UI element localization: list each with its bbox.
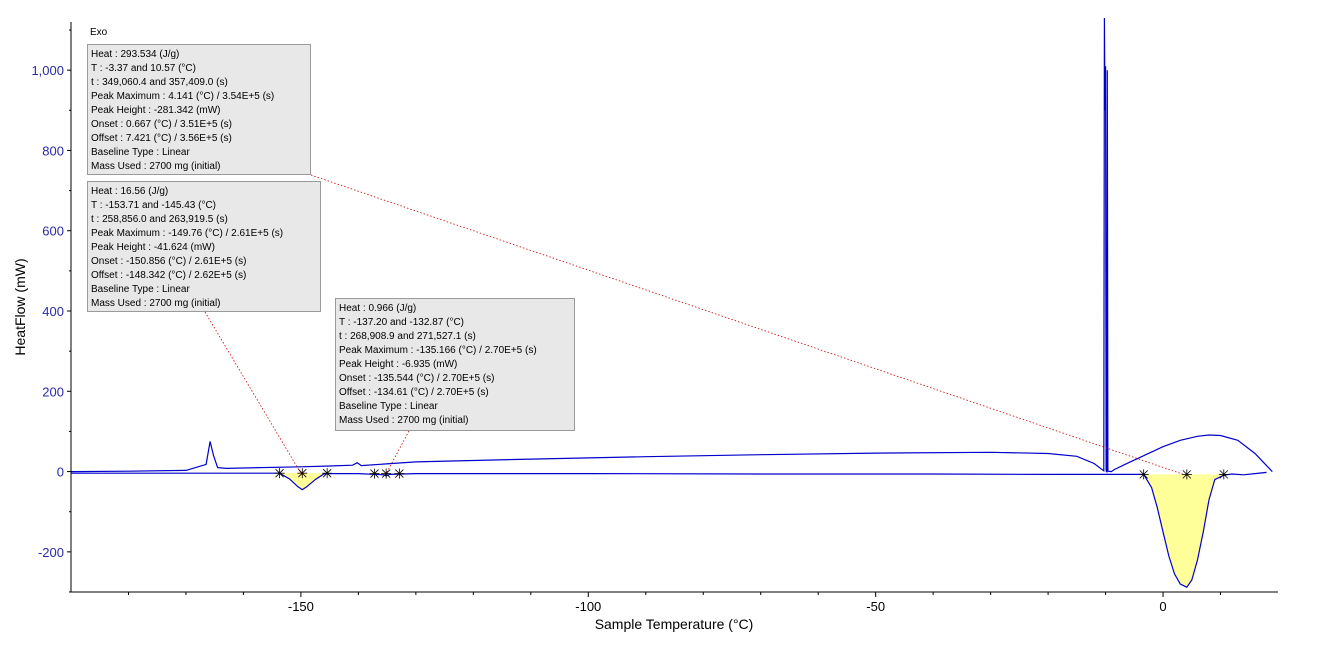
peak-marker bbox=[1138, 469, 1149, 480]
y-tick-label: -200 bbox=[38, 545, 64, 560]
annotation-line: t : 268,908.9 and 271,527.1 (s) bbox=[339, 331, 476, 342]
annotation-line: T : -3.37 and 10.57 (°C) bbox=[91, 63, 196, 74]
annotation-line: T : -153.71 and -145.43 (°C) bbox=[91, 200, 216, 211]
annotation-line: Offset : 7.421 (°C) / 3.56E+5 (s) bbox=[91, 133, 232, 144]
annotation-line: Baseline Type : Linear bbox=[91, 284, 190, 295]
x-ticks: -150 -100 -50 0 bbox=[127, 592, 1222, 614]
peak-annotation-box: Heat : 293.534 (J/g) T : -3.37 and 10.57 … bbox=[87, 44, 311, 175]
exo-label: Exo bbox=[90, 27, 108, 38]
axes bbox=[70, 22, 1278, 593]
x-tick-label: -150 bbox=[288, 599, 314, 614]
annotation-line: Peak Maximum : 4.141 (°C) / 3.54E+5 (s) bbox=[91, 91, 275, 102]
y-tick-label: 1,000 bbox=[31, 63, 64, 78]
annotation-line: Mass Used : 2700 mg (initial) bbox=[339, 415, 469, 426]
annotation-line: Mass Used : 2700 mg (initial) bbox=[91, 298, 221, 309]
y-tick-label: 400 bbox=[42, 304, 64, 319]
y-tick-label: 600 bbox=[42, 224, 64, 239]
x-tick-label: 0 bbox=[1159, 599, 1166, 614]
x-tick-label: -100 bbox=[575, 599, 601, 614]
series-line bbox=[71, 471, 1267, 588]
peak-markers bbox=[274, 468, 1229, 480]
annotation-line: Heat : 16.56 (J/g) bbox=[91, 186, 169, 197]
annotation-line: Onset : -150.856 (°C) / 2.61E+5 (s) bbox=[91, 256, 247, 267]
annotation-line: Baseline Type : Linear bbox=[339, 401, 438, 412]
annotation-leader bbox=[385, 430, 410, 474]
y-axis-title: HeatFlow (mW) bbox=[12, 258, 28, 355]
y-tick-label: 800 bbox=[42, 143, 64, 158]
annotation-line: Peak Maximum : -149.76 (°C) / 2.61E+5 (s… bbox=[91, 228, 284, 239]
peak-marker bbox=[1181, 469, 1192, 480]
y-tick-label: 0 bbox=[57, 465, 64, 480]
annotation-line: Onset : -135.544 (°C) / 2.70E+5 (s) bbox=[339, 373, 495, 384]
peak-marker bbox=[274, 468, 285, 479]
peak-fill bbox=[1143, 474, 1224, 588]
annotation-leader bbox=[204, 311, 303, 476]
x-tick-label: -50 bbox=[866, 599, 885, 614]
x-axis-title: Sample Temperature (°C) bbox=[595, 616, 754, 632]
annotation-line: Peak Height : -6.935 (mW) bbox=[339, 359, 458, 370]
peak-marker bbox=[394, 468, 405, 479]
annotation-line: Peak Maximum : -135.166 (°C) / 2.70E+5 (… bbox=[339, 345, 537, 356]
peak-fill bbox=[279, 473, 328, 490]
series-lines bbox=[70, 17, 1273, 588]
annotation-leader bbox=[310, 174, 1187, 476]
peak-marker bbox=[322, 468, 333, 479]
annotation-line: T : -137.20 and -132.87 (°C) bbox=[339, 317, 464, 328]
annotation-line: Peak Height : -281.342 (mW) bbox=[91, 105, 221, 116]
annotation-line: Offset : -148.342 (°C) / 2.62E+5 (s) bbox=[91, 270, 247, 281]
annotation-line: Offset : -134.61 (°C) / 2.70E+5 (s) bbox=[339, 387, 489, 398]
peak-fills bbox=[279, 473, 1224, 588]
y-tick-label: 200 bbox=[42, 384, 64, 399]
peak-marker bbox=[297, 468, 308, 479]
annotation-line: t : 349,060.4 and 357,409.0 (s) bbox=[91, 77, 228, 88]
peak-annotation-box: Heat : 16.56 (J/g) T : -153.71 and -145.4… bbox=[87, 181, 321, 312]
annotation-line: Mass Used : 2700 mg (initial) bbox=[91, 161, 221, 172]
peak-marker bbox=[369, 468, 380, 479]
annotation-line: Heat : 0.966 (J/g) bbox=[339, 303, 417, 314]
series-line bbox=[70, 17, 1273, 474]
peak-marker bbox=[381, 468, 392, 479]
annotation-line: Onset : 0.667 (°C) / 3.51E+5 (s) bbox=[91, 119, 233, 130]
peak-annotation-box: Heat : 0.966 (J/g) T : -137.20 and -132.8… bbox=[335, 298, 575, 431]
annotation-line: t : 258,856.0 and 263,919.5 (s) bbox=[91, 214, 228, 225]
annotation-line: Baseline Type : Linear bbox=[91, 147, 190, 158]
annotation-line: Peak Height : -41.624 (mW) bbox=[91, 242, 215, 253]
annotation-leaders bbox=[204, 174, 1187, 476]
peak-marker bbox=[1218, 469, 1229, 480]
annotation-line: Heat : 293.534 (J/g) bbox=[91, 49, 180, 60]
y-ticks: -200 0 200 400 600 800 1,000 bbox=[31, 29, 71, 593]
